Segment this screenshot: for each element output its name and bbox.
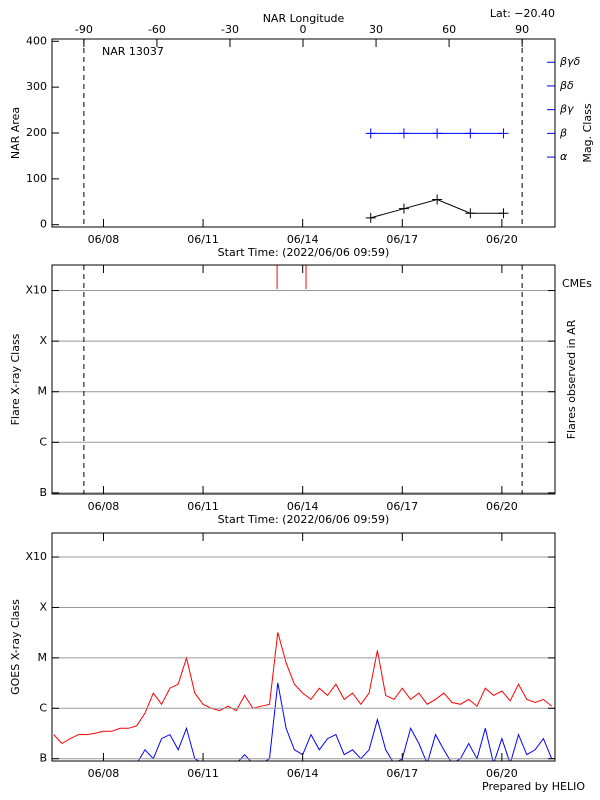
x2-tick-label: -60 [148,23,166,36]
point-marker [398,203,409,214]
y-tick-label: 400 [26,34,47,47]
y2-tick-label: βγ [559,103,574,116]
y2-tick-label: β [559,126,567,139]
y-tick-label: B [39,486,47,499]
point-marker [432,128,443,139]
y2-axis-label: Mag. Class [581,103,594,162]
series-line [53,632,553,745]
x2-tick-label: 0 [300,23,307,36]
y-tick-label: X10 [25,284,47,297]
y-tick-label: C [39,435,47,448]
x-tick-label: 06/20 [486,500,518,513]
plot-area [365,128,509,223]
x-tick-label: 06/20 [486,233,518,246]
x2-tick-label: 30 [369,23,383,36]
x-tick-label: 06/08 [88,500,120,513]
y-axis-label: NAR Area [9,107,22,159]
point-marker [398,128,409,139]
x-tick-label: 06/11 [187,500,219,513]
frame [51,264,556,495]
frame [51,38,556,228]
y-axis-label: GOES X-ray Class [9,599,22,695]
x2-tick-label: -90 [75,23,93,36]
y-axis-label: Flare X-ray Class [9,333,22,425]
y-tick-label: X [39,600,47,613]
point-marker [498,208,509,219]
x-tick-label: 06/14 [287,233,319,246]
x-tick-label: 06/11 [187,233,219,246]
x2-tick-label: 60 [442,23,456,36]
x2-tick-label: 90 [515,23,529,36]
lat-label: Lat: −20.40 [490,7,555,20]
y-tick-label: C [39,701,47,714]
x2-tick-label: -30 [221,23,239,36]
x-tick-label: 06/14 [287,767,319,780]
x-tick-label: 06/14 [287,500,319,513]
y2-axis-label: Flares observed in AR [565,319,578,439]
y-tick-label: X10 [25,550,47,563]
x-tick-label: 06/08 [88,233,120,246]
x-tick-label: 06/20 [486,767,518,780]
x2-axis-label: NAR Longitude [263,12,345,25]
x-tick-label: 06/17 [386,233,418,246]
y-tick-label: M [38,385,48,398]
plot-area [53,632,553,761]
y2-tick-label: βδ [559,79,574,92]
y-tick-label: M [38,651,48,664]
y-tick-label: 100 [26,172,47,185]
x-tick-label: 06/17 [386,767,418,780]
point-marker [365,212,376,223]
footer: Prepared by HELIO [482,780,585,793]
y-tick-label: 300 [26,80,47,93]
x-tick-label: 06/08 [88,767,120,780]
y-tick-label: 0 [40,218,47,231]
point-marker [465,128,476,139]
series-line [137,682,553,761]
x-tick-label: 06/17 [386,500,418,513]
panel-title: NAR 13037 [102,45,164,58]
point-marker [432,194,443,205]
y-tick-label: 200 [26,126,47,139]
x-axis-label: Start Time: (2022/06/06 09:59) [218,246,390,259]
point-marker [465,208,476,219]
y-tick-label: X [39,334,47,347]
y2-tick-label: βγδ [559,55,581,68]
cme-label: CMEs [562,277,592,290]
point-marker [498,128,509,139]
x-tick-label: 06/11 [187,767,219,780]
frame [51,532,556,762]
y2-tick-label: α [560,150,568,163]
y-tick-label: B [39,752,47,765]
point-marker [365,128,376,139]
x-axis-label: Start Time: (2022/06/06 09:59) [218,513,390,526]
